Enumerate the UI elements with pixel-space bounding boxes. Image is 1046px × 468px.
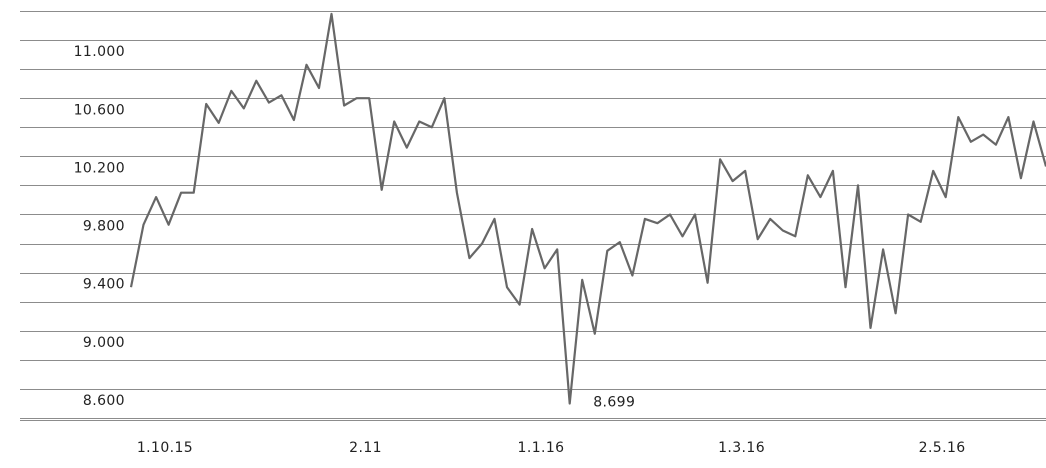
series-group bbox=[129, 12, 1046, 405]
x-tick-label: 1.3.16 bbox=[718, 440, 765, 456]
y-tick-label: 10.600 bbox=[74, 102, 125, 118]
y-axis-tick-labels: 8.600 9.000 9.400 9.800 10.200 10.600 11.000 11… bbox=[74, 0, 125, 409]
y-tick-label: 9.800 bbox=[83, 219, 125, 235]
y-tick-label: 8.600 bbox=[83, 393, 125, 409]
min-annotation: 8.699 bbox=[593, 395, 635, 411]
y-tick-label: 11.000 bbox=[74, 44, 125, 60]
y-tick-label: 9.000 bbox=[83, 335, 125, 351]
y-tick-label: 9.400 bbox=[83, 277, 125, 293]
x-tick-label: 2.5.16 bbox=[919, 440, 966, 456]
x-tick-label: 1.10.15 bbox=[137, 440, 193, 456]
annotations: 11.3828.699 bbox=[593, 395, 635, 411]
y-tick-label: 11.400 bbox=[74, 0, 125, 2]
x-tick-label: 2.11 bbox=[349, 440, 382, 456]
x-axis-tick-labels: 1.10.152.111.1.161.3.162.5.161.7.161.9.1… bbox=[137, 440, 966, 456]
x-tick-label: 1.1.16 bbox=[518, 440, 565, 456]
series-line bbox=[129, 12, 1046, 405]
grid-lines bbox=[20, 11, 1046, 421]
y-tick-label: 10.200 bbox=[74, 160, 125, 176]
